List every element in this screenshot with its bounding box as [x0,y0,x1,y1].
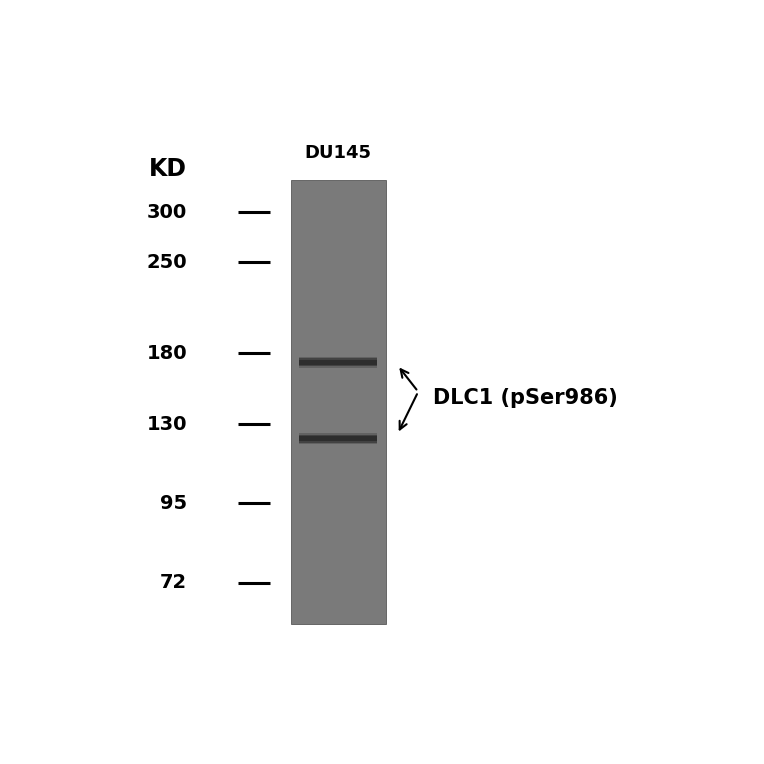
Text: 95: 95 [160,494,187,513]
Text: DLC1 (pSer986): DLC1 (pSer986) [433,387,618,407]
Text: DU145: DU145 [305,144,372,162]
Text: 72: 72 [160,574,187,592]
Bar [299,360,377,364]
Bar [299,358,377,366]
Text: KD: KD [149,157,187,181]
Text: 180: 180 [147,344,187,363]
Text: 300: 300 [147,202,187,222]
Text: 250: 250 [147,253,187,272]
Bar [291,180,386,624]
Bar [299,435,377,442]
Bar [299,436,377,441]
Text: 130: 130 [147,415,187,433]
Bar [299,357,377,367]
Bar [299,433,377,444]
